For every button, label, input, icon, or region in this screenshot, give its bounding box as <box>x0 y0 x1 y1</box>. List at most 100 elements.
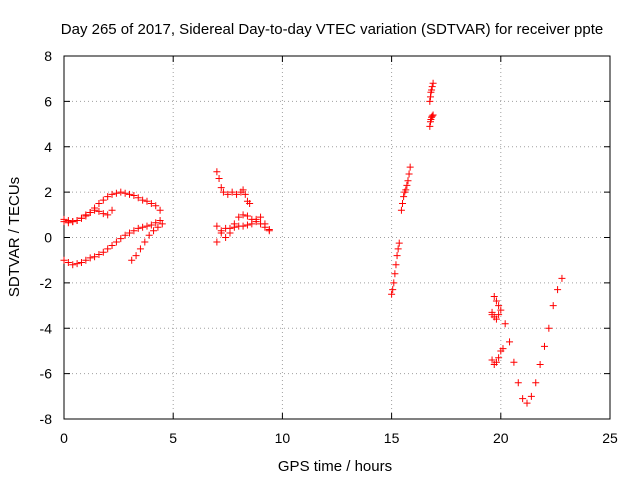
data-point <box>506 338 514 346</box>
series-arc12 <box>488 274 566 407</box>
data-point <box>390 279 398 287</box>
series-arc3 <box>60 216 164 269</box>
data-point <box>523 399 531 407</box>
data-point <box>136 245 144 253</box>
data-point <box>73 260 81 268</box>
y-tick-label: 2 <box>44 184 52 200</box>
data-point <box>112 189 120 197</box>
data-point <box>213 238 221 246</box>
data-point <box>141 238 149 246</box>
data-point <box>60 218 68 226</box>
data-point <box>492 315 500 323</box>
y-tick-label: 0 <box>44 230 52 246</box>
x-tick-label: 25 <box>602 430 618 446</box>
data-point <box>145 231 153 239</box>
data-point <box>497 306 505 314</box>
data-point <box>392 261 400 269</box>
data-point <box>108 206 116 214</box>
data-point <box>527 392 535 400</box>
data-point <box>248 220 256 228</box>
data-point <box>82 211 90 219</box>
series-arc14 <box>488 308 503 323</box>
data-point <box>152 219 160 227</box>
y-tick-label: -6 <box>40 366 53 382</box>
data-point <box>488 308 496 316</box>
data-point <box>393 252 401 260</box>
series-arc8 <box>388 239 403 298</box>
data-point <box>215 175 223 183</box>
x-tick-label: 20 <box>493 430 509 446</box>
data-point <box>394 245 402 253</box>
data-point <box>126 190 134 198</box>
data-point <box>499 345 507 353</box>
y-tick-label: -4 <box>40 320 53 336</box>
grid-lines <box>64 56 610 419</box>
data-point <box>403 181 411 189</box>
chart-title: Day 265 of 2017, Sidereal Day-to-day VTE… <box>61 21 603 38</box>
data-point <box>532 379 540 387</box>
data-point <box>95 199 103 207</box>
data-point <box>428 86 436 94</box>
data-point <box>99 210 107 218</box>
x-tick-label: 0 <box>60 430 68 446</box>
axis-ticks <box>63 55 611 420</box>
data-point <box>428 83 436 91</box>
data-point <box>402 186 410 194</box>
x-tick-label: 10 <box>275 430 291 446</box>
data-point <box>139 196 147 204</box>
data-point <box>495 354 503 362</box>
data-point <box>64 258 72 266</box>
data-point <box>91 206 99 214</box>
data-point <box>86 254 94 262</box>
y-tick-label: -2 <box>40 275 53 291</box>
data-point <box>213 168 221 176</box>
data-point <box>104 211 112 219</box>
data-point <box>488 356 496 364</box>
data-point <box>139 223 147 231</box>
data-point <box>514 379 522 387</box>
data-point <box>426 122 434 130</box>
data-point <box>152 202 160 210</box>
data-point <box>77 258 85 266</box>
data-point <box>252 215 260 223</box>
data-point <box>257 213 265 221</box>
data-point <box>510 358 518 366</box>
data-point <box>426 97 434 105</box>
x-tick-labels: 0 5 10 15 20 25 <box>60 430 618 446</box>
data-point <box>428 112 436 120</box>
data-point <box>233 190 241 198</box>
data-point <box>77 214 85 222</box>
x-axis-label: GPS time / hours <box>278 458 392 475</box>
data-point <box>400 193 408 201</box>
data-point <box>490 292 498 300</box>
data-point <box>495 311 503 319</box>
data-point <box>117 235 125 243</box>
data-point <box>117 188 125 196</box>
data-point <box>86 209 94 217</box>
data-point <box>222 234 230 241</box>
data-point <box>243 221 251 229</box>
series-arc5 <box>213 168 254 207</box>
data-point <box>501 320 509 328</box>
data-point <box>154 223 162 231</box>
data-point <box>224 190 232 198</box>
data-point <box>112 238 120 246</box>
x-tick-label: 5 <box>169 430 177 446</box>
y-tick-labels: -8 -6 -4 -2 0 2 4 6 8 <box>40 48 53 427</box>
data-point <box>213 222 221 230</box>
y-tick-label: 8 <box>44 48 52 64</box>
data-point <box>241 190 249 198</box>
y-tick-label: 4 <box>44 139 52 155</box>
data-point <box>99 196 107 204</box>
data-point <box>99 248 107 256</box>
data-point <box>217 184 225 192</box>
data-point <box>147 221 155 229</box>
data-point <box>492 358 500 366</box>
data-point <box>217 227 225 235</box>
data-point <box>150 227 158 235</box>
data-point <box>132 252 140 260</box>
data-point <box>239 211 247 219</box>
y-tick-label: -8 <box>40 411 53 427</box>
data-point <box>389 286 397 294</box>
